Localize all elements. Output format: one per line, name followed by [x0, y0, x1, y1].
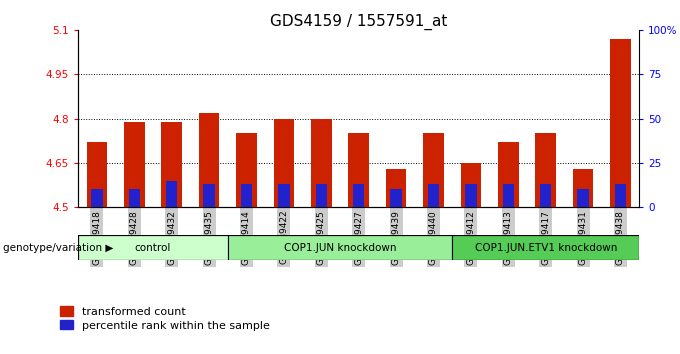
Bar — [423, 133, 444, 207]
Bar — [465, 184, 477, 207]
Bar — [573, 169, 594, 207]
Bar — [535, 133, 556, 207]
Bar — [236, 133, 257, 207]
Bar — [428, 184, 439, 207]
Bar — [241, 184, 252, 207]
Bar — [161, 121, 182, 207]
Bar — [540, 184, 551, 207]
Title: GDS4159 / 1557591_at: GDS4159 / 1557591_at — [270, 14, 447, 30]
Bar — [460, 163, 481, 207]
Bar — [129, 189, 140, 207]
Bar — [610, 39, 631, 207]
Bar — [353, 184, 364, 207]
Bar — [316, 184, 327, 207]
Bar — [348, 133, 369, 207]
Bar — [386, 169, 407, 207]
Bar — [452, 235, 639, 260]
Bar — [273, 119, 294, 207]
Bar — [91, 189, 103, 207]
Bar — [166, 181, 177, 207]
Bar — [124, 121, 145, 207]
Text: control: control — [135, 243, 171, 253]
Bar — [498, 142, 519, 207]
Bar — [615, 184, 626, 207]
Bar — [577, 189, 589, 207]
Bar — [228, 235, 452, 260]
Text: COP1.JUN knockdown: COP1.JUN knockdown — [284, 243, 396, 253]
Text: genotype/variation ▶: genotype/variation ▶ — [3, 243, 114, 253]
Bar — [278, 184, 290, 207]
Bar — [311, 119, 332, 207]
Bar — [503, 184, 514, 207]
Bar — [199, 113, 220, 207]
Bar — [86, 142, 107, 207]
Text: COP1.JUN.ETV1 knockdown: COP1.JUN.ETV1 knockdown — [475, 243, 617, 253]
Bar — [203, 184, 215, 207]
Bar — [78, 235, 228, 260]
Bar — [390, 189, 402, 207]
Legend: transformed count, percentile rank within the sample: transformed count, percentile rank withi… — [60, 307, 270, 331]
